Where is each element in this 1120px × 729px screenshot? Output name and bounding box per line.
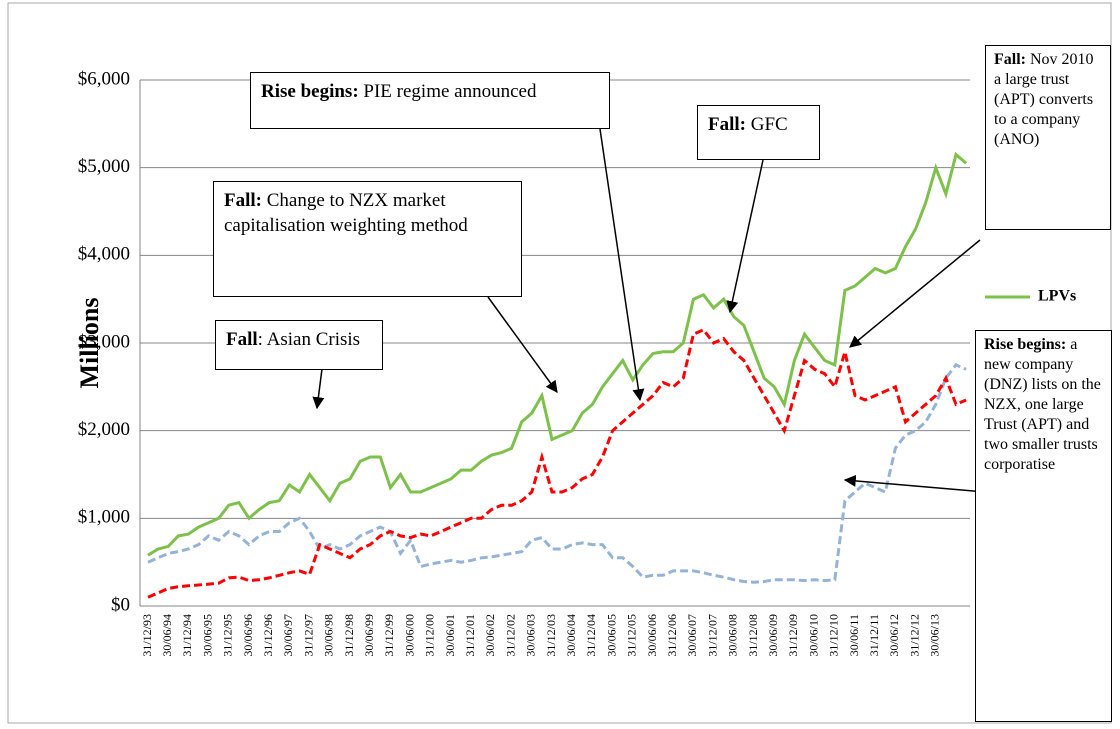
x-tick-label: 31/12/01 xyxy=(463,614,477,657)
x-tick-label: 30/06/11 xyxy=(847,614,861,656)
series-lines xyxy=(147,151,968,599)
annotation-box: Fall: Change to NZX market capitalisatio… xyxy=(213,181,522,297)
series-line xyxy=(147,151,968,557)
y-tick-label: $5,000 xyxy=(78,156,130,177)
annotation-label: Rise begins: xyxy=(984,336,1067,353)
annotation-label: Fall: xyxy=(224,190,262,211)
x-tick-label: 30/06/01 xyxy=(443,614,457,657)
x-tick-label: 30/06/03 xyxy=(524,614,538,657)
x-tick-label: 30/06/07 xyxy=(685,614,699,657)
y-tick-label: $3,000 xyxy=(78,331,130,352)
y-tick-label: $4,000 xyxy=(78,244,130,265)
x-tick-label: 30/06/97 xyxy=(281,614,295,657)
x-tick-label: 30/06/13 xyxy=(928,614,942,657)
arrow xyxy=(487,296,558,393)
arrow xyxy=(599,128,645,402)
x-tick-label: 30/06/05 xyxy=(604,614,618,657)
arrow xyxy=(726,159,764,314)
x-tick-label: 31/12/03 xyxy=(544,614,558,657)
x-tick-label: 31/12/93 xyxy=(140,614,154,657)
annotation-box: Fall: Nov 2010 a large trust (APT) conve… xyxy=(985,45,1111,230)
arrows xyxy=(312,128,986,493)
annotation-label: Fall: xyxy=(708,114,746,135)
annotation-box: Fall: Asian Crisis xyxy=(215,320,383,370)
annotation-text: a new company (DNZ) lists on the NZX, on… xyxy=(984,336,1101,473)
x-tick-label: 30/06/12 xyxy=(887,614,901,657)
annotation-label: Fall: xyxy=(994,51,1026,68)
x-tick-label: 30/06/98 xyxy=(322,614,336,657)
x-tick-label: 30/06/02 xyxy=(483,614,497,657)
annotation-text: Change to NZX market capitalisation weig… xyxy=(224,190,468,236)
x-tick-label: 31/12/02 xyxy=(503,614,517,657)
arrow xyxy=(312,368,325,410)
annotation-box: Rise begins: a new company (DNZ) lists o… xyxy=(975,330,1112,722)
x-tick-label: 31/12/99 xyxy=(382,614,396,657)
x-tick-label: 31/12/97 xyxy=(301,614,315,657)
annotation-text: : Asian Crisis xyxy=(257,329,361,350)
x-tick-label: 31/12/04 xyxy=(584,614,598,657)
x-tick-label: 30/06/96 xyxy=(241,614,255,657)
y-tick-label: $2,000 xyxy=(78,419,130,440)
y-axis-title: Millions xyxy=(75,297,104,388)
annotation-text: PIE regime announced xyxy=(358,81,537,102)
x-tick-label: 31/12/12 xyxy=(907,614,921,657)
legend-label: LPVs xyxy=(1038,288,1076,305)
x-tick-label: 31/12/08 xyxy=(746,614,760,657)
x-tick-label: 31/12/96 xyxy=(261,614,275,657)
annotation-box: Rise begins: PIE regime announced xyxy=(250,72,610,129)
x-tick-label: 31/12/94 xyxy=(180,614,194,657)
x-tick-label: 31/12/95 xyxy=(221,614,235,657)
x-tick-label: 30/06/04 xyxy=(564,614,578,657)
y-tick-label: $6,000 xyxy=(78,68,130,89)
y-tick-label: $0 xyxy=(111,594,130,615)
x-tick-label: 30/06/95 xyxy=(200,614,214,657)
arrow xyxy=(843,474,986,493)
x-tick-label: 30/06/94 xyxy=(160,614,174,657)
y-tick-label: $1,000 xyxy=(78,507,130,528)
annotation-box: Fall: GFC xyxy=(697,105,820,160)
x-tick-label: 31/12/10 xyxy=(827,614,841,657)
annotation-label: Rise begins: xyxy=(261,81,359,102)
x-tick-label: 30/06/99 xyxy=(362,614,376,657)
x-tick-label: 31/12/11 xyxy=(867,614,881,656)
x-tick-label: 31/12/98 xyxy=(342,614,356,657)
x-tick-label: 31/12/06 xyxy=(665,614,679,657)
annotation-text: Nov 2010 a large trust (APT) converts to… xyxy=(994,51,1094,148)
annotation-text: GFC xyxy=(746,114,788,135)
arrow xyxy=(849,239,981,348)
x-tick-label: 30/06/08 xyxy=(726,614,740,657)
x-tick-label: 30/06/00 xyxy=(402,614,416,657)
series-line xyxy=(147,363,967,584)
series-line xyxy=(147,327,967,599)
x-tick-label: 31/12/05 xyxy=(625,614,639,657)
x-tick-label: 30/06/10 xyxy=(806,614,820,657)
x-tick-label: 31/12/07 xyxy=(705,614,719,657)
x-tick-label: 31/12/09 xyxy=(786,614,800,657)
x-tick-label: 30/06/09 xyxy=(766,614,780,657)
x-tick-label: 31/12/00 xyxy=(423,614,437,657)
annotation-label: Fall xyxy=(226,329,258,350)
x-tick-label: 30/06/06 xyxy=(645,614,659,657)
